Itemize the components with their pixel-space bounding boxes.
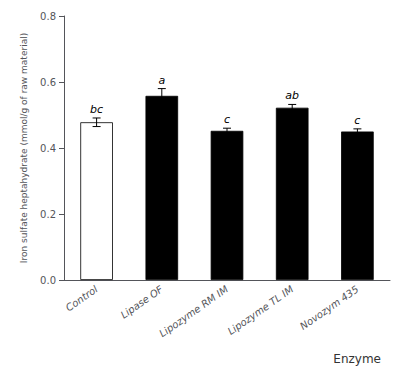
svg-text:ab: ab [285,89,299,102]
svg-text:Control: Control [64,283,100,313]
svg-text:a: a [158,74,165,87]
svg-text:Iron sulfate heptahydrate (mmo: Iron sulfate heptahydrate (mmol/g of raw… [19,33,29,263]
svg-text:bc: bc [90,103,103,116]
svg-text:Enzyme: Enzyme [333,352,381,366]
svg-text:Novozym 435: Novozym 435 [298,283,361,332]
svg-text:Lipozyme RM IM: Lipozyme RM IM [157,283,230,339]
svg-text:c: c [224,113,230,126]
svg-text:0.0: 0.0 [40,275,56,286]
svg-text:0.2: 0.2 [40,209,56,220]
svg-text:0.6: 0.6 [40,77,56,88]
svg-text:0.4: 0.4 [40,143,56,154]
svg-text:Lipase OF: Lipase OF [119,283,166,320]
svg-text:Lipozyme TL IM: Lipozyme TL IM [226,283,296,337]
svg-text:0.8: 0.8 [40,11,56,22]
svg-text:c: c [354,114,360,127]
